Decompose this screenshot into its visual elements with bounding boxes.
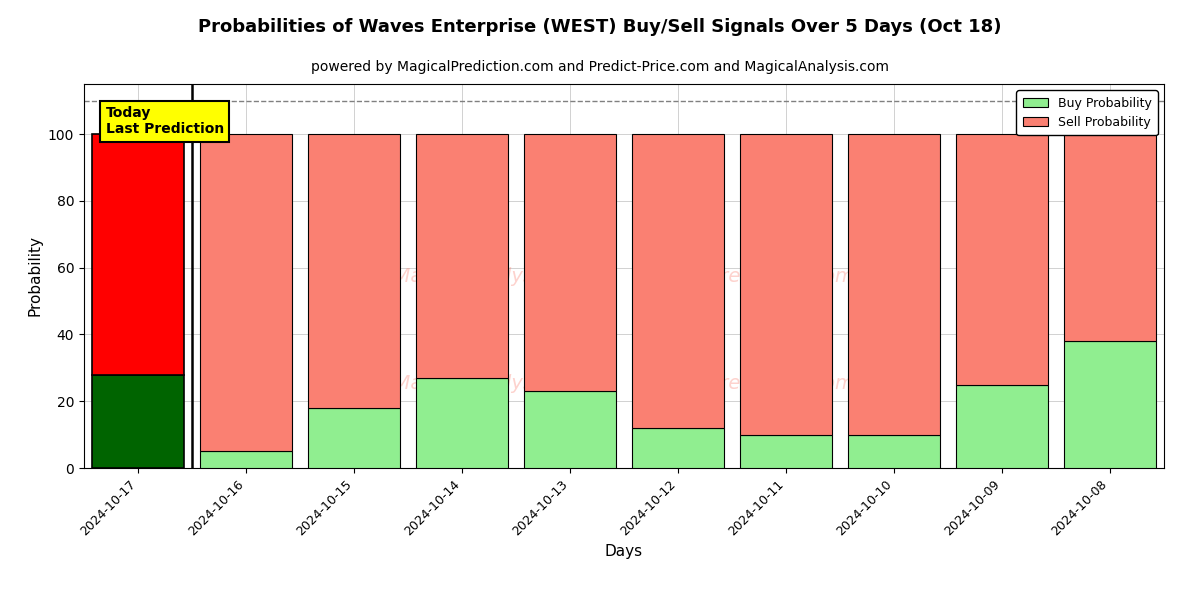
Bar [524, 134, 616, 391]
Legend: Buy Probability, Sell Probability: Buy Probability, Sell Probability [1016, 90, 1158, 135]
Bar [416, 378, 508, 468]
Bar [308, 408, 400, 468]
Bar [416, 134, 508, 378]
Bar [848, 434, 940, 468]
Text: Today
Last Prediction: Today Last Prediction [106, 106, 224, 136]
X-axis label: Days: Days [605, 544, 643, 559]
Bar [200, 134, 292, 451]
Bar [956, 134, 1048, 385]
Bar [308, 134, 400, 408]
Bar [200, 451, 292, 468]
Text: MagicalAnalysis.com      MagicalPrediction.com: MagicalAnalysis.com MagicalPrediction.co… [382, 374, 866, 393]
Bar [1064, 134, 1156, 341]
Bar [524, 391, 616, 468]
Bar [740, 134, 832, 434]
Text: MagicalAnalysis.com      MagicalPrediction.com: MagicalAnalysis.com MagicalPrediction.co… [382, 266, 866, 286]
Bar [92, 374, 184, 468]
Text: Probabilities of Waves Enterprise (WEST) Buy/Sell Signals Over 5 Days (Oct 18): Probabilities of Waves Enterprise (WEST)… [198, 18, 1002, 36]
Bar [740, 434, 832, 468]
Bar [632, 428, 724, 468]
Text: powered by MagicalPrediction.com and Predict-Price.com and MagicalAnalysis.com: powered by MagicalPrediction.com and Pre… [311, 60, 889, 74]
Bar [848, 134, 940, 434]
Bar [1064, 341, 1156, 468]
Y-axis label: Probability: Probability [28, 235, 42, 317]
Bar [956, 385, 1048, 468]
Bar [632, 134, 724, 428]
Bar [92, 134, 184, 374]
